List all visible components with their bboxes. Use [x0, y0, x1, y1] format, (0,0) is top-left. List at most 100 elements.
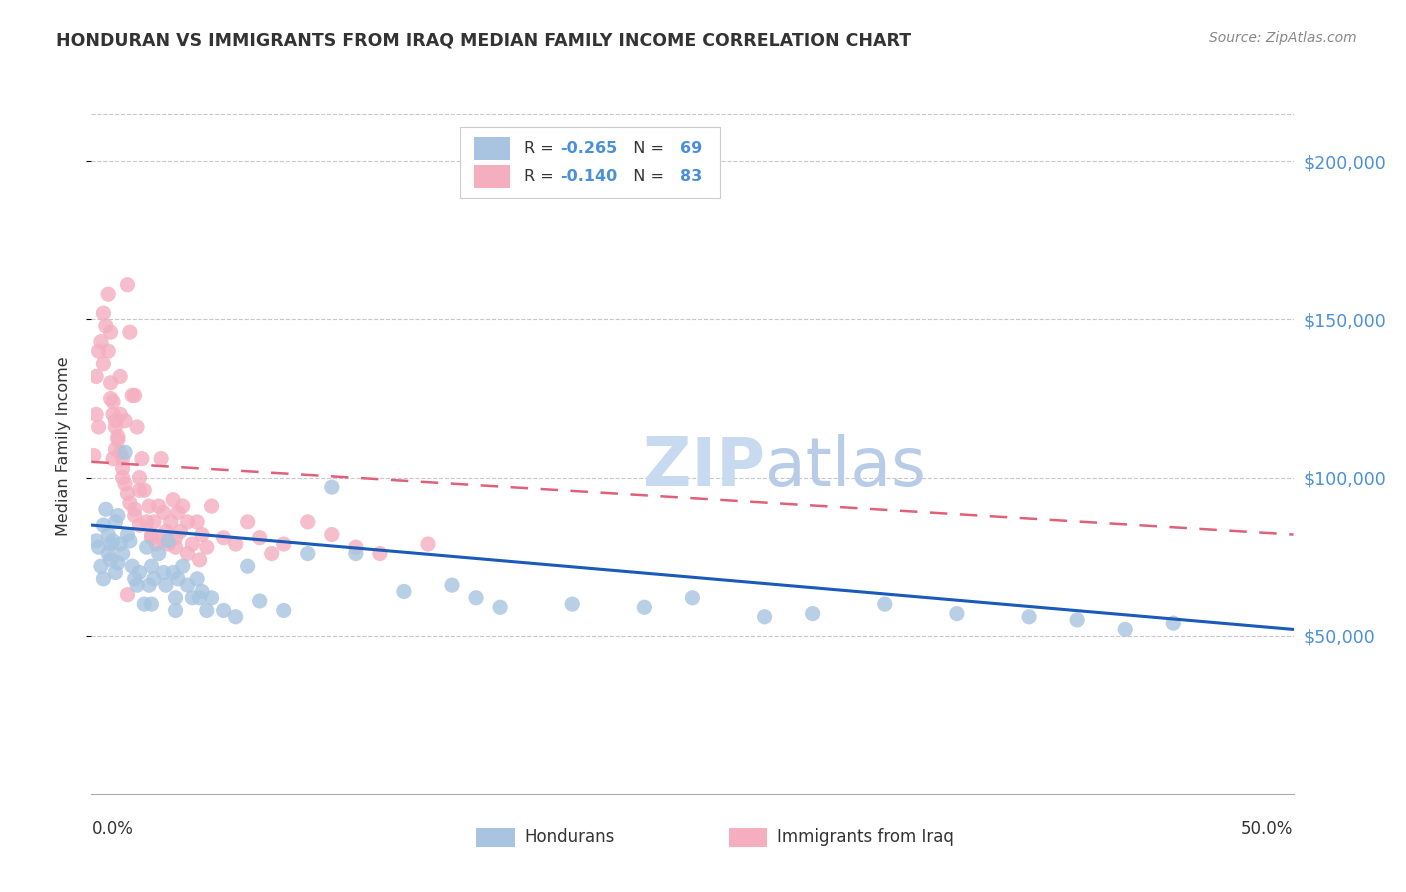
Point [110, 537, 132, 551]
FancyBboxPatch shape [460, 128, 720, 198]
Point [186, 572, 208, 586]
Point [97, 344, 120, 359]
Point [97, 527, 120, 541]
Point [117, 588, 139, 602]
Point [124, 502, 146, 516]
Point [100, 376, 122, 390]
Point [134, 597, 156, 611]
Point [93, 306, 115, 320]
Point [104, 414, 127, 428]
Point [167, 572, 190, 586]
Text: 69: 69 [681, 141, 703, 156]
Point [152, 566, 174, 580]
Point [148, 499, 170, 513]
Point [118, 533, 141, 548]
Text: 50.0%: 50.0% [1241, 821, 1294, 838]
Point [117, 277, 139, 292]
Point [100, 537, 122, 551]
Text: N =: N = [623, 169, 669, 185]
Point [141, 527, 163, 541]
Point [90, 559, 112, 574]
Point [114, 445, 136, 459]
Point [392, 584, 415, 599]
Point [100, 553, 122, 567]
Point [134, 483, 156, 498]
Point [176, 515, 198, 529]
Point [93, 572, 115, 586]
Point [84, 369, 107, 384]
Point [94, 318, 117, 333]
Point [118, 325, 141, 339]
Point [321, 480, 343, 494]
Point [111, 451, 134, 466]
Point [157, 533, 180, 548]
Point [188, 553, 211, 567]
Point [131, 451, 153, 466]
Point [633, 600, 655, 615]
Point [125, 420, 148, 434]
Point [107, 429, 129, 443]
Point [104, 442, 127, 457]
Point [155, 524, 177, 539]
Point [212, 531, 235, 545]
Point [157, 537, 180, 551]
Point [104, 566, 127, 580]
Point [465, 591, 488, 605]
FancyBboxPatch shape [728, 828, 768, 847]
Point [104, 420, 127, 434]
Point [191, 584, 214, 599]
Point [159, 515, 181, 529]
Point [97, 547, 120, 561]
Point [124, 572, 146, 586]
Point [141, 531, 163, 545]
Point [946, 607, 969, 621]
Point [138, 578, 160, 592]
Point [128, 483, 150, 498]
Point [162, 492, 184, 507]
Point [165, 531, 187, 545]
Point [195, 603, 218, 617]
Point [1114, 623, 1136, 637]
Point [114, 414, 136, 428]
Point [121, 388, 143, 402]
Point [110, 408, 132, 422]
Point [368, 547, 391, 561]
Y-axis label: Median Family Income: Median Family Income [56, 356, 70, 536]
Point [97, 287, 120, 301]
Point [188, 591, 211, 605]
Point [100, 392, 122, 406]
Point [181, 537, 204, 551]
Point [101, 451, 124, 466]
Text: atlas: atlas [765, 434, 925, 500]
Point [152, 505, 174, 519]
Text: N =: N = [623, 141, 669, 156]
Point [191, 527, 214, 541]
Point [121, 559, 143, 574]
Point [344, 540, 367, 554]
Point [90, 334, 112, 349]
Text: HONDURAN VS IMMIGRANTS FROM IRAQ MEDIAN FAMILY INCOME CORRELATION CHART: HONDURAN VS IMMIGRANTS FROM IRAQ MEDIAN … [56, 31, 911, 49]
Point [181, 591, 204, 605]
Text: 0.0%: 0.0% [91, 821, 134, 838]
Point [297, 515, 319, 529]
Point [111, 461, 134, 475]
Point [141, 559, 163, 574]
Point [141, 597, 163, 611]
Point [110, 445, 132, 459]
Text: 83: 83 [681, 169, 703, 185]
Point [249, 594, 271, 608]
FancyBboxPatch shape [477, 828, 515, 847]
Point [117, 527, 139, 541]
Point [150, 451, 173, 466]
Point [167, 505, 190, 519]
Point [145, 537, 167, 551]
Point [155, 578, 177, 592]
Point [84, 533, 107, 548]
Point [416, 537, 439, 551]
Point [114, 477, 136, 491]
Point [107, 508, 129, 523]
Point [93, 357, 115, 371]
Point [201, 499, 224, 513]
FancyBboxPatch shape [474, 136, 510, 160]
Point [142, 515, 165, 529]
